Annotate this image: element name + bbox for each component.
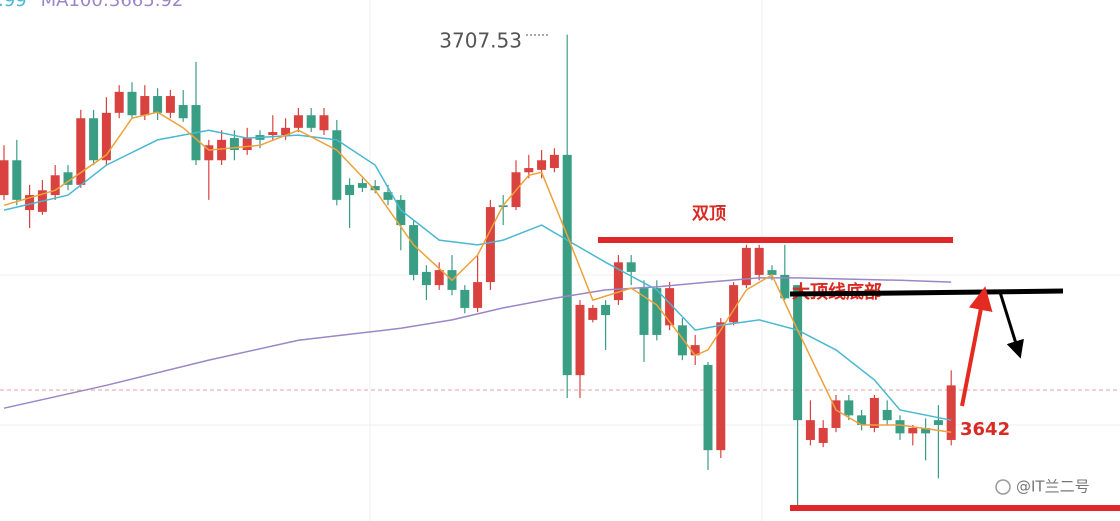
neckline [789,288,1064,297]
candle-body [857,415,867,425]
candle-body [588,307,598,320]
candle-body [639,288,649,335]
candle-body [601,304,611,316]
candle-body [549,154,559,169]
candle-body [831,400,841,428]
candle-body [204,145,214,161]
candle-body [357,183,367,188]
candle-body [89,118,99,161]
candle-body [306,115,316,128]
candle-body [396,199,406,226]
rise-arrow [960,286,993,407]
candle-body [345,184,355,196]
candle-body [50,175,60,196]
candle-body [473,282,483,308]
candle-body [76,118,86,185]
candle-body [703,364,713,451]
candle-body [460,289,470,308]
candle-body [652,288,662,335]
candle-body [178,105,188,119]
watermark: @IT兰二号 [1016,478,1090,496]
legend: .99 MA100:3665.92 [0,0,183,11]
candle-body [229,138,239,151]
watermark-icon [995,479,1011,495]
ma-line [3,111,952,433]
candle-body [281,127,291,136]
candle-body [153,96,163,113]
candle-body [165,96,175,113]
candle-body [421,271,431,286]
candle-body [409,225,419,275]
max-label: 3707.53 [439,29,522,53]
candle-body [0,160,9,196]
candle-body [844,400,854,416]
candle-body [242,138,252,151]
candle-body [882,409,892,421]
candle-body [575,304,585,376]
candle-body [524,168,534,173]
candle-body [933,420,943,425]
candle-body [793,285,803,421]
candle-body [908,427,918,434]
candle-body [754,247,764,275]
candle-body [101,112,111,161]
candle-body [332,130,342,200]
plot-area [0,34,956,506]
candle-body [114,91,124,113]
candle-body [370,186,380,191]
candle-body [383,192,393,200]
candle-body [805,420,815,440]
candle-body [818,427,828,443]
legend-entry: .99 [0,0,27,11]
legend-entry: MA100:3665.92 [41,0,184,11]
candle-body [626,262,636,272]
candle-body [319,115,329,131]
candle-body [562,154,572,376]
annotations: 3707.53 双顶 大顶线底部 3642 @IT兰二号 [439,29,1120,511]
candle-body [268,132,278,136]
candle-body [217,139,227,161]
price-label: 3642 [960,419,1010,440]
candle-body [63,172,73,185]
candle-body [293,115,303,128]
drop-arrow [998,291,1024,359]
candle-body [767,270,777,275]
candle-body [665,288,675,326]
candle-body [946,385,956,440]
candle-body [690,345,700,356]
candle-body [741,247,751,286]
candle-body [716,322,726,451]
candle-body [677,325,687,356]
candle-body [127,91,137,116]
candle-body [12,160,22,200]
candle-body [434,270,444,286]
candle-body [921,427,931,434]
candle-body [729,285,739,323]
candle-body [537,160,547,170]
candle-body [895,420,905,434]
double-top-label: 双顶 [692,204,726,224]
candle-body [780,274,790,299]
candle-body [485,207,495,283]
ma-line [3,277,952,409]
candle-body [869,397,879,428]
candle-body [613,262,623,301]
candle-body [25,195,35,211]
candle-body [140,96,150,116]
